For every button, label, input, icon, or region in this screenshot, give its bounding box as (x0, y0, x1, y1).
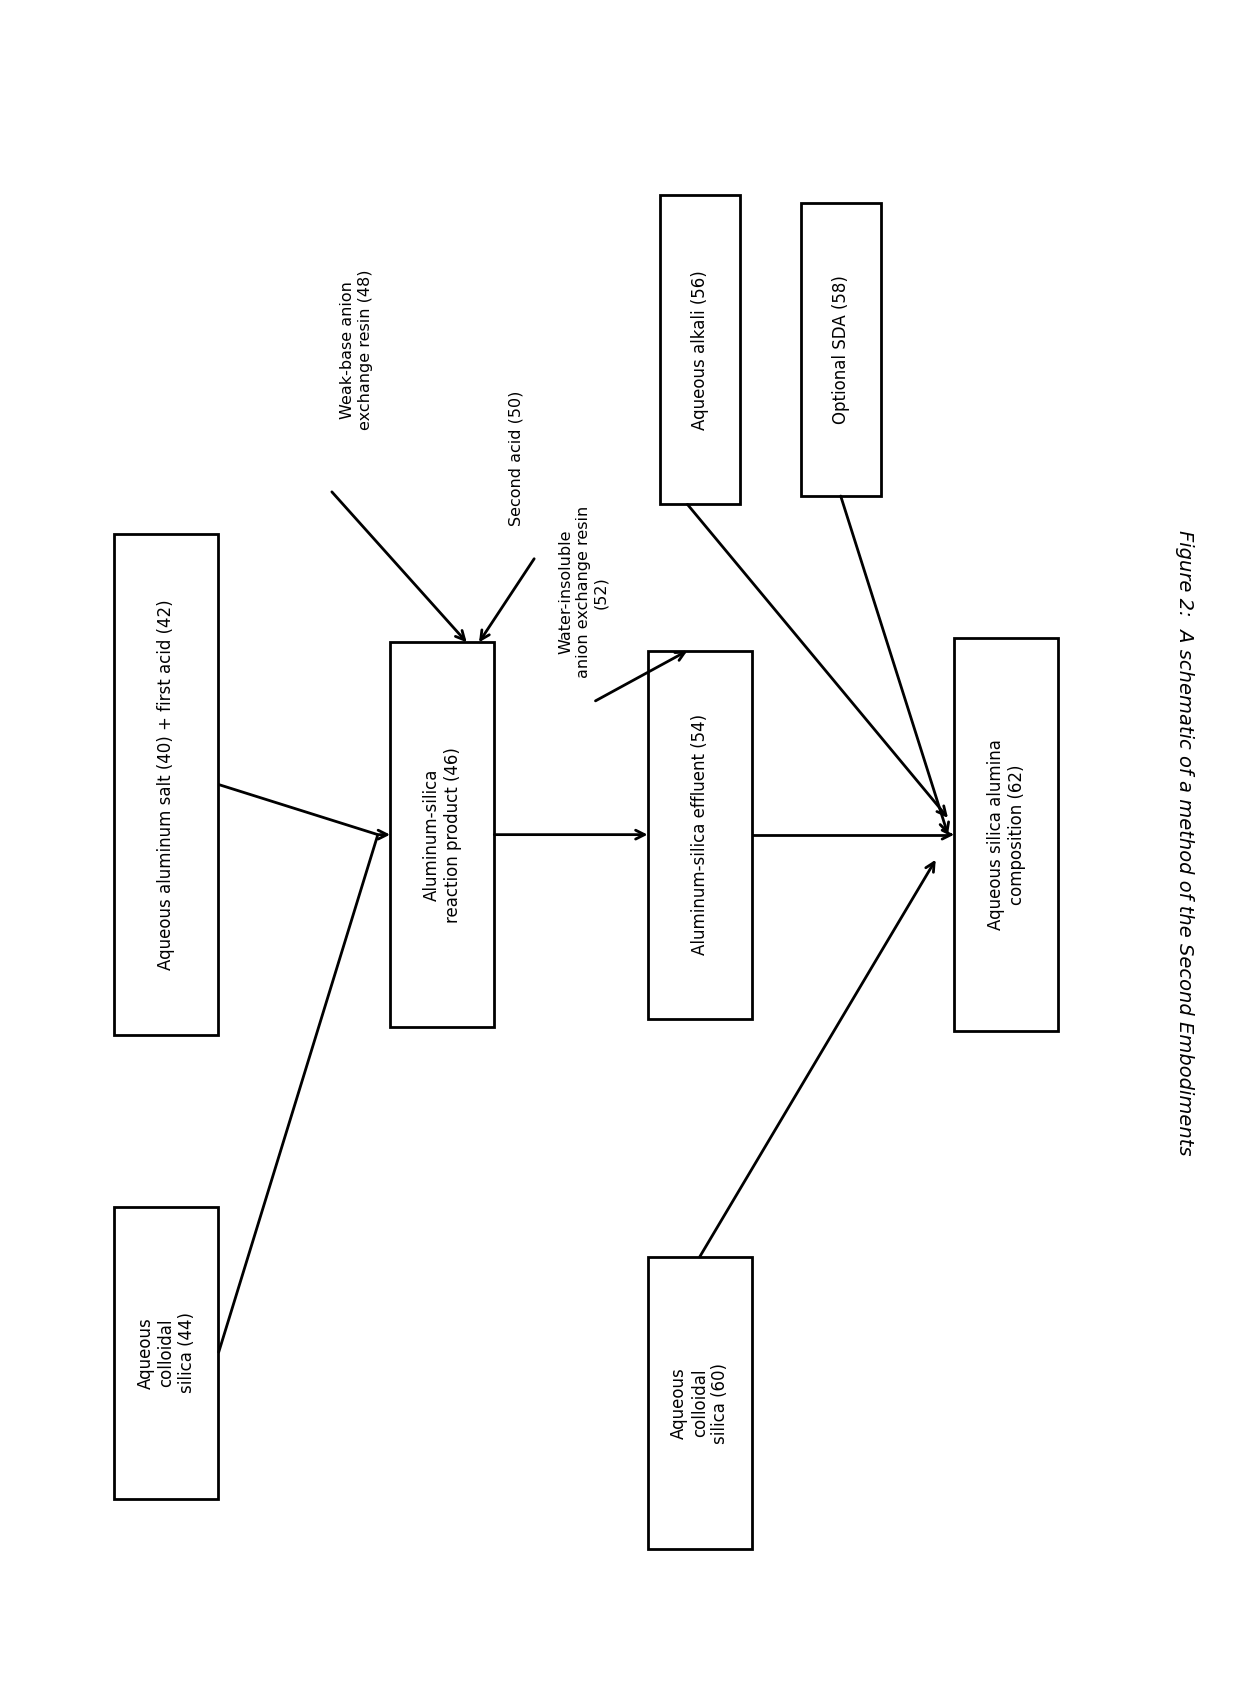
Bar (391, 642, 495, 1027)
Bar (647, 651, 751, 1018)
Bar (114, 534, 218, 1035)
Text: Figure 2:  A schematic of a method of the Second Embodiments: Figure 2: A schematic of a method of the… (1174, 531, 1194, 1155)
Text: Aqueous silica alumina
composition (62): Aqueous silica alumina composition (62) (987, 738, 1025, 931)
Text: Aluminum-silica effluent (54): Aluminum-silica effluent (54) (691, 715, 709, 956)
Text: Water-insoluble
anion exchange resin
(52): Water-insoluble anion exchange resin (52… (558, 506, 608, 678)
Bar (660, 196, 739, 504)
Text: Weak-base anion
exchange resin (48): Weak-base anion exchange resin (48) (340, 270, 372, 430)
Bar (647, 1256, 751, 1549)
Text: Second acid (50): Second acid (50) (508, 391, 523, 526)
Text: Aqueous
colloidal
silica (44): Aqueous colloidal silica (44) (136, 1312, 196, 1394)
Bar (954, 639, 1058, 1032)
Text: Aqueous alkali (56): Aqueous alkali (56) (691, 270, 709, 430)
Bar (801, 204, 880, 496)
Text: Aqueous aluminum salt (40) + first acid (42): Aqueous aluminum salt (40) + first acid … (157, 599, 175, 969)
Text: Aqueous
colloidal
silica (60): Aqueous colloidal silica (60) (670, 1362, 729, 1443)
Text: Aluminum-silica
reaction product (46): Aluminum-silica reaction product (46) (423, 747, 461, 922)
Text: Optional SDA (58): Optional SDA (58) (832, 275, 849, 425)
Bar (114, 1207, 218, 1499)
